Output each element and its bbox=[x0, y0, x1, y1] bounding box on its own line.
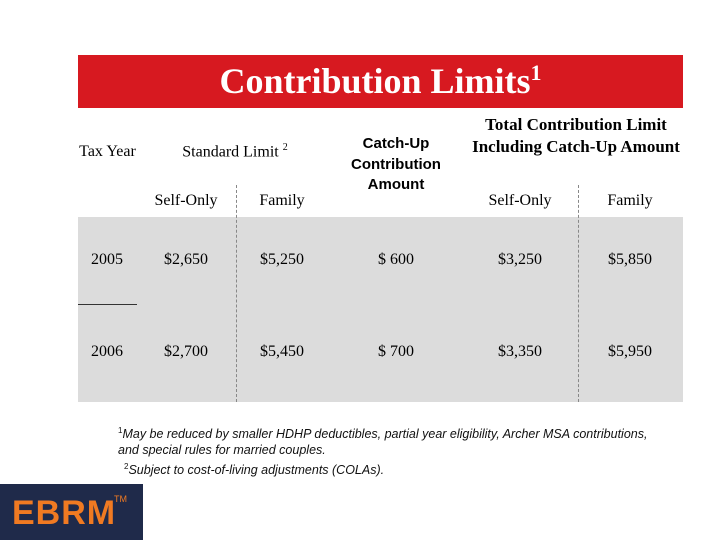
sub-header: Self-Only bbox=[154, 192, 218, 209]
data-rows-bg bbox=[78, 217, 683, 402]
standard-limit-sup: 2 bbox=[282, 142, 288, 153]
footnote-text: Subject to cost-of-living adjustments (C… bbox=[128, 463, 385, 478]
table-cell: $2,650 bbox=[164, 251, 208, 268]
standard-limit-header: Standard Limit 2 bbox=[140, 137, 330, 163]
footnote-mark: 2 bbox=[124, 462, 129, 471]
title-text: Contribution Limits bbox=[219, 61, 531, 101]
row-label: 2005 bbox=[91, 251, 123, 268]
table-cell: $5,450 bbox=[260, 343, 304, 360]
table-cell: $ 700 bbox=[378, 343, 414, 360]
sub-header: Self-Only bbox=[488, 192, 552, 209]
title-sup: 1 bbox=[530, 60, 542, 85]
footnote-text: May be reduced by smaller HDHP deductibl… bbox=[118, 427, 648, 458]
footnote: 2Subject to cost-of-living adjustments (… bbox=[124, 459, 664, 478]
dashed-divider bbox=[578, 185, 579, 402]
table-cell: $3,250 bbox=[498, 251, 542, 268]
table-cell: $ 600 bbox=[378, 251, 414, 268]
total-header: Total Contribution Limit Including Catch… bbox=[472, 115, 680, 156]
table-cell: $5,850 bbox=[608, 251, 652, 268]
title: Contribution Limits1 bbox=[78, 60, 683, 102]
logo-box bbox=[0, 484, 143, 540]
dashed-divider bbox=[236, 185, 237, 402]
row-label: 2006 bbox=[91, 343, 123, 360]
row-divider bbox=[78, 304, 137, 305]
tax-year-header: Tax Year bbox=[79, 143, 136, 160]
table-cell: $2,700 bbox=[164, 343, 208, 360]
catch-up-header: Catch-Up Contribution Amount bbox=[351, 135, 441, 193]
table-cell: $3,350 bbox=[498, 343, 542, 360]
footnote: 1May be reduced by smaller HDHP deductib… bbox=[118, 423, 658, 458]
table-cell: $5,950 bbox=[608, 343, 652, 360]
footnote-mark: 1 bbox=[118, 426, 123, 435]
logo-mark: TM bbox=[114, 494, 127, 504]
title-banner bbox=[78, 55, 683, 108]
standard-limit-text: Standard Limit bbox=[182, 143, 279, 161]
table-cell: $5,250 bbox=[260, 251, 304, 268]
sub-header: Family bbox=[259, 192, 305, 209]
logo-text: EBRM bbox=[12, 494, 117, 532]
sub-header: Family bbox=[607, 192, 653, 209]
